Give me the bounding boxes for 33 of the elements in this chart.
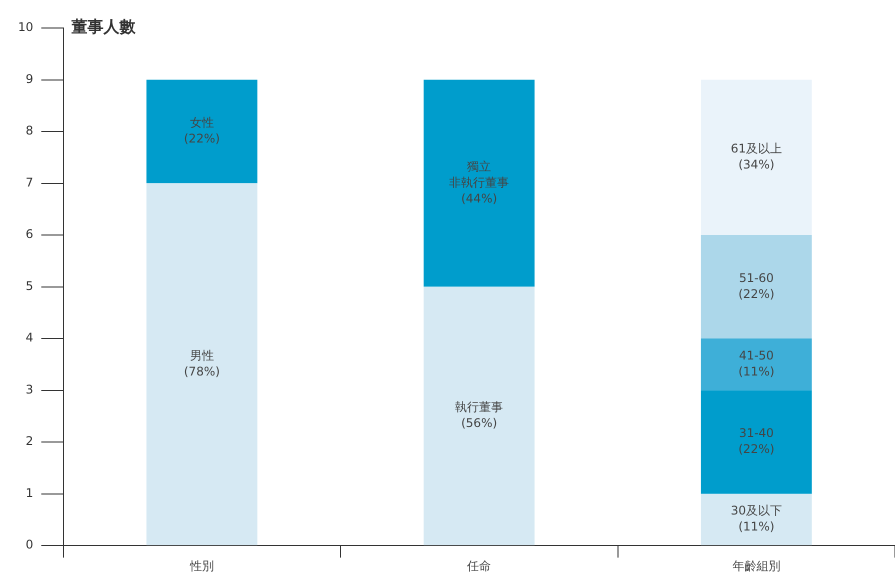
- y-tick-label: 6: [26, 227, 34, 242]
- bar: [424, 80, 535, 287]
- x-tick-label: 任命: [466, 558, 492, 573]
- annotation: 獨立非執行董事 (44%): [449, 159, 510, 206]
- annotation: 30及以下 (11%): [730, 504, 782, 534]
- y-axis-title: 董事人數: [70, 17, 136, 36]
- bar: [700, 235, 812, 339]
- bar: [700, 80, 812, 236]
- bar: [700, 494, 812, 546]
- bar: [424, 286, 535, 546]
- y-tick-label: 2: [26, 434, 34, 448]
- x-tick-label: 性別: [188, 558, 214, 573]
- annotation: 男性 (78%): [184, 348, 220, 378]
- y-tick-label: 8: [26, 124, 34, 138]
- annotation: 51-60 (22%): [738, 270, 774, 301]
- y-tick-label: 4: [26, 330, 34, 345]
- x-tick-label: 年齡組別: [732, 558, 780, 573]
- y-tick-label: 3: [26, 382, 34, 396]
- y-tick-label: 7: [26, 175, 34, 190]
- y-tick-label: 10: [18, 20, 34, 34]
- annotation: 61及以上 (34%): [730, 142, 782, 172]
- annotation: 41-50 (11%): [738, 348, 774, 379]
- y-tick-label: 5: [26, 278, 34, 293]
- y-tick-label: 9: [26, 72, 34, 86]
- y-tick-label: 0: [26, 538, 34, 552]
- bar: [146, 80, 258, 184]
- annotation: 31-40 (22%): [738, 426, 774, 456]
- annotation: 執行董事 (56%): [455, 400, 504, 430]
- bar: [700, 338, 812, 390]
- bar: [700, 390, 812, 494]
- y-tick-label: 1: [26, 486, 34, 500]
- bar: [146, 183, 258, 546]
- annotation: 女性 (22%): [184, 116, 220, 146]
